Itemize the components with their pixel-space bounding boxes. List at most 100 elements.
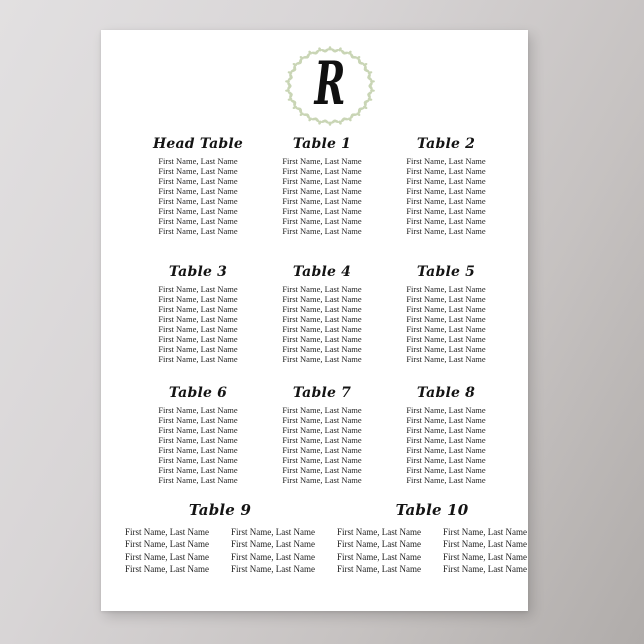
guest-name: First Name, Last Name	[337, 539, 421, 550]
guest-name: First Name, Last Name	[125, 551, 209, 562]
guest-name: First Name, Last Name	[158, 186, 238, 196]
guest-name: First Name, Last Name	[406, 196, 486, 206]
guest-name: First Name, Last Name	[158, 226, 238, 236]
guest-name: First Name, Last Name	[158, 304, 238, 314]
guest-name: First Name, Last Name	[282, 405, 362, 415]
guest-name: First Name, Last Name	[406, 445, 486, 455]
guest-list: First Name, Last Name First Name, Last Na…	[443, 526, 527, 576]
table-block-6: Table 6 First Name, Last Name First Name,…	[136, 385, 260, 486]
guest-name: First Name, Last Name	[406, 415, 486, 425]
guest-name: First Name, Last Name	[282, 475, 362, 485]
table-title: Table 3	[168, 264, 228, 280]
guest-name: First Name, Last Name	[337, 551, 421, 562]
guest-list: First Name, Last Name First Name, Last Na…	[384, 284, 508, 364]
guest-name: First Name, Last Name	[406, 334, 486, 344]
seating-chart-poster[interactable]: R Head Table First Name, Last Name First …	[101, 30, 528, 611]
guest-name: First Name, Last Name	[158, 284, 238, 294]
table-title: Table 7	[292, 385, 352, 401]
guest-name: First Name, Last Name	[282, 415, 362, 425]
guest-name: First Name, Last Name	[158, 196, 238, 206]
guest-name: First Name, Last Name	[158, 405, 238, 415]
table-row-3: Table 6 First Name, Last Name First Name,…	[136, 385, 508, 486]
table-title: Table 1	[292, 136, 352, 152]
guest-list: First Name, Last Name First Name, Last Na…	[384, 405, 508, 485]
guest-name: First Name, Last Name	[158, 166, 238, 176]
guest-name: First Name, Last Name	[158, 425, 238, 435]
guest-name: First Name, Last Name	[406, 156, 486, 166]
table-title: Table 5	[416, 264, 476, 280]
table-title: Head Table	[152, 136, 244, 152]
table-title: Table 4	[292, 264, 352, 280]
guest-name: First Name, Last Name	[125, 564, 209, 575]
table-block-2: Table 2 First Name, Last Name First Name,…	[384, 136, 508, 237]
guest-name: First Name, Last Name	[158, 324, 238, 334]
guest-name: First Name, Last Name	[443, 539, 527, 550]
table-block-3: Table 3 First Name, Last Name First Name,…	[136, 264, 260, 365]
guest-list: First Name, Last Name First Name, Last Na…	[136, 405, 260, 485]
guest-name: First Name, Last Name	[282, 344, 362, 354]
guest-name: First Name, Last Name	[282, 425, 362, 435]
guest-name: First Name, Last Name	[406, 324, 486, 334]
guest-name: First Name, Last Name	[406, 465, 486, 475]
monogram: R	[280, 42, 380, 130]
guest-name: First Name, Last Name	[406, 354, 486, 364]
table-title: Table 6	[168, 385, 228, 401]
guest-name: First Name, Last Name	[282, 156, 362, 166]
guest-name: First Name, Last Name	[282, 445, 362, 455]
guest-list: First Name, Last Name First Name, Last Na…	[136, 284, 260, 364]
guest-name: First Name, Last Name	[282, 465, 362, 475]
guest-name: First Name, Last Name	[337, 564, 421, 575]
table-row-1: Head Table First Name, Last Name First Na…	[136, 136, 508, 237]
guest-name: First Name, Last Name	[406, 206, 486, 216]
guest-name: First Name, Last Name	[406, 435, 486, 445]
guest-name: First Name, Last Name	[125, 527, 209, 537]
guest-list: First Name, Last Name First Name, Last Na…	[337, 526, 421, 576]
guest-name: First Name, Last Name	[158, 334, 238, 344]
table-block-7: Table 7 First Name, Last Name First Name,…	[260, 385, 384, 486]
monogram-letter: R	[314, 49, 346, 119]
guest-name: First Name, Last Name	[337, 527, 421, 537]
guest-name: First Name, Last Name	[158, 344, 238, 354]
table-title: Table 8	[416, 385, 476, 401]
guest-name: First Name, Last Name	[406, 425, 486, 435]
guest-list: First Name, Last Name First Name, Last Na…	[231, 526, 315, 576]
guest-name: First Name, Last Name	[406, 475, 486, 485]
guest-name: First Name, Last Name	[282, 334, 362, 344]
guest-name: First Name, Last Name	[158, 465, 238, 475]
guest-columns: First Name, Last Name First Name, Last Na…	[337, 526, 527, 576]
guest-name: First Name, Last Name	[158, 354, 238, 364]
guest-columns: First Name, Last Name First Name, Last Na…	[125, 526, 315, 576]
guest-name: First Name, Last Name	[443, 551, 527, 562]
guest-name: First Name, Last Name	[282, 324, 362, 334]
guest-list: First Name, Last Name First Name, Last Na…	[260, 284, 384, 364]
guest-name: First Name, Last Name	[158, 216, 238, 226]
guest-name: First Name, Last Name	[231, 527, 315, 537]
guest-name: First Name, Last Name	[406, 344, 486, 354]
guest-list: First Name, Last Name First Name, Last Na…	[260, 405, 384, 485]
guest-name: First Name, Last Name	[406, 304, 486, 314]
guest-name: First Name, Last Name	[231, 551, 315, 562]
guest-name: First Name, Last Name	[282, 226, 362, 236]
guest-name: First Name, Last Name	[406, 176, 486, 186]
guest-name: First Name, Last Name	[158, 415, 238, 425]
table-title: Table 2	[416, 136, 476, 152]
guest-name: First Name, Last Name	[158, 445, 238, 455]
guest-name: First Name, Last Name	[282, 354, 362, 364]
table-block-8: Table 8 First Name, Last Name First Name,…	[384, 385, 508, 486]
guest-name: First Name, Last Name	[406, 186, 486, 196]
guest-name: First Name, Last Name	[282, 304, 362, 314]
guest-name: First Name, Last Name	[158, 294, 238, 304]
table-block-9: Table 9 First Name, Last Name First Name,…	[125, 502, 315, 576]
guest-name: First Name, Last Name	[282, 196, 362, 206]
table-block-1: Table 1 First Name, Last Name First Name,…	[260, 136, 384, 237]
guest-name: First Name, Last Name	[406, 314, 486, 324]
guest-name: First Name, Last Name	[282, 206, 362, 216]
guest-name: First Name, Last Name	[158, 156, 238, 166]
guest-name: First Name, Last Name	[406, 455, 486, 465]
table-title: Table 10	[395, 501, 469, 519]
guest-name: First Name, Last Name	[406, 226, 486, 236]
guest-name: First Name, Last Name	[282, 216, 362, 226]
guest-name: First Name, Last Name	[282, 186, 362, 196]
guest-name: First Name, Last Name	[158, 314, 238, 324]
